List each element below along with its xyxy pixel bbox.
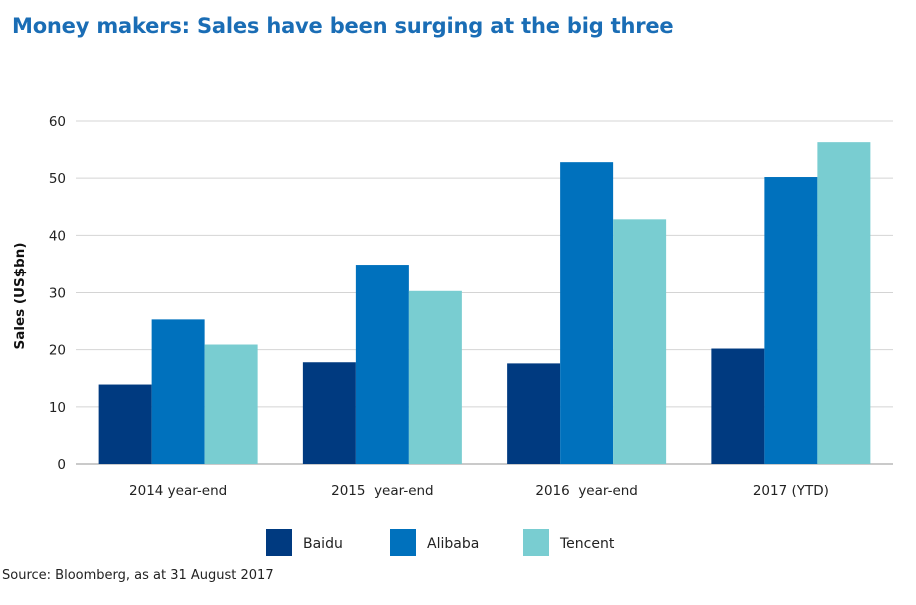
x-tick-label: 2017 (YTD)	[753, 483, 829, 499]
y-axis-ticks: 0 10 20 30 40 50 60	[49, 114, 66, 473]
source-note: Source: Bloomberg, as at 31 August 2017	[2, 568, 274, 583]
bar-baidu-0	[98, 384, 152, 464]
chart-title: Money makers: Sales have been surging at…	[12, 14, 674, 38]
bars	[98, 142, 871, 465]
y-axis-label: Sales (US$bn)	[12, 242, 28, 349]
x-tick-label: 2015 year-end	[331, 483, 434, 499]
bar-tencent-0	[204, 344, 258, 464]
y-tick-label: 40	[49, 228, 66, 244]
legend-swatch-tencent	[523, 529, 549, 556]
bar-alibaba-2	[560, 162, 614, 464]
bar-baidu-3	[711, 348, 765, 464]
y-tick-label: 10	[49, 400, 66, 416]
y-tick-label: 30	[49, 286, 66, 302]
legend-swatch-baidu	[266, 529, 292, 556]
legend: Baidu Alibaba Tencent	[266, 529, 615, 556]
x-tick-label: 2016 year-end	[535, 483, 638, 499]
bar-alibaba-1	[355, 265, 409, 464]
y-tick-label: 60	[49, 114, 66, 130]
bar-alibaba-3	[764, 177, 818, 465]
bar-baidu-2	[507, 363, 561, 464]
bar-tencent-3	[817, 142, 871, 464]
legend-label-baidu: Baidu	[303, 536, 343, 552]
y-tick-label: 20	[49, 343, 66, 359]
legend-swatch-alibaba	[390, 529, 416, 556]
y-tick-label: 0	[57, 457, 66, 473]
legend-label-alibaba: Alibaba	[427, 536, 479, 552]
y-tick-label: 50	[49, 171, 66, 187]
x-tick-label: 2014 year-end	[129, 483, 227, 499]
bar-tencent-2	[613, 219, 667, 464]
bar-alibaba-0	[151, 319, 205, 464]
x-axis-ticks: 2014 year-end 2015 year-end 2016 year-end 2…	[129, 483, 829, 499]
bar-baidu-1	[302, 362, 356, 464]
legend-label-tencent: Tencent	[559, 536, 615, 552]
bar-tencent-1	[408, 290, 462, 464]
